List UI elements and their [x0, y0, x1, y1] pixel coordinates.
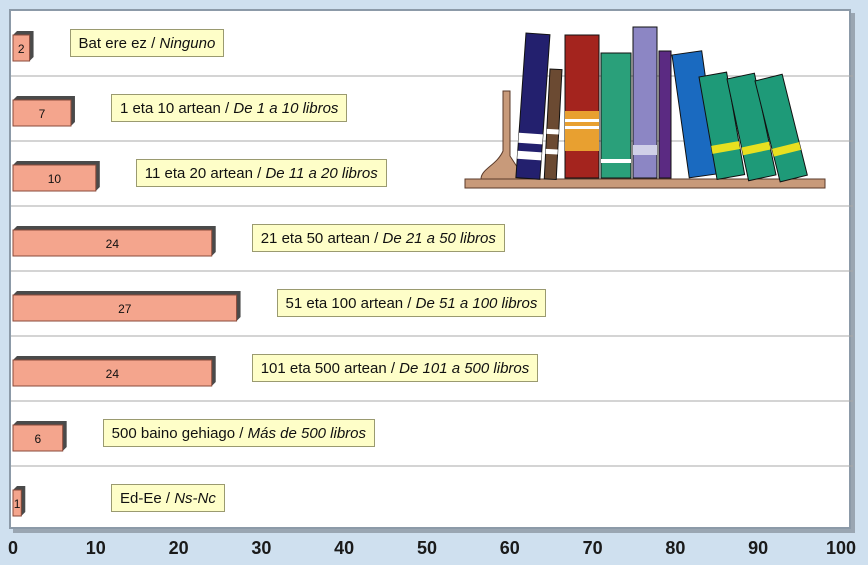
bar-value-label: 24 [105, 237, 120, 251]
category-label-main: 11 eta 20 artean / [144, 165, 266, 182]
bar [12, 99, 72, 127]
category-label: 51 eta 100 artean / De 51 a 100 libros [276, 289, 547, 317]
category-label-main: 21 eta 50 artean / [260, 230, 383, 247]
x-tick-label: 10 [85, 538, 106, 558]
category-label-alt: Ns-Nc [174, 490, 216, 507]
x-tick-label: 70 [582, 538, 603, 558]
category-label: 500 baino gehiago / Más de 500 libros [102, 419, 376, 447]
category-label-main: Ed-Ee / [120, 490, 175, 507]
bar-value-label: 6 [34, 432, 42, 446]
category-label: 1 eta 10 artean / De 1 a 10 libros [110, 94, 348, 122]
category-label-main: 1 eta 10 artean / [119, 100, 234, 117]
category-label-alt: De 51 a 100 libros [415, 295, 538, 312]
bar-shadow [13, 486, 26, 516]
category-label-main: 101 eta 500 artean / [260, 360, 400, 377]
bar-shadow [13, 291, 241, 321]
category-label: 21 eta 50 artean / De 21 a 50 libros [251, 224, 505, 252]
bar-value-label: 1 [13, 497, 21, 511]
bar [12, 34, 31, 62]
category-label-main: 500 baino gehiago / [111, 425, 248, 442]
bar [12, 294, 238, 322]
x-tick-label: 60 [499, 538, 520, 558]
bar-shadow [13, 226, 216, 256]
bar-shadow [13, 161, 100, 191]
category-label: 11 eta 20 artean / De 11 a 20 libros [135, 159, 387, 187]
x-tick-label: 20 [168, 538, 189, 558]
category-label-alt: De 21 a 50 libros [382, 230, 496, 247]
bar [12, 164, 97, 192]
bar-value-label: 2 [17, 42, 25, 56]
bar [12, 359, 213, 387]
chart-svg [11, 26, 853, 517]
category-label-alt: De 11 a 20 libros [265, 165, 378, 182]
x-tick-label: 0 [7, 538, 19, 558]
bar-shadow [13, 356, 216, 386]
x-tick-label: 50 [416, 538, 438, 558]
category-label-alt: Más de 500 libros [247, 425, 367, 442]
chart-plot-area: 2 Bat ere ez / Ninguno 7 1 eta 10 artean / … [9, 9, 853, 529]
bar [12, 489, 22, 517]
category-label: Ed-Ee / Ns-Nc [111, 484, 225, 512]
category-label-alt: De 1 a 10 libros [233, 100, 339, 117]
category-label-alt: De 101 a 500 libros [399, 360, 530, 377]
bar-shadow [13, 421, 67, 451]
bar-value-label: 10 [47, 172, 62, 186]
bar-value-label: 7 [38, 107, 46, 121]
x-tick-label: 80 [665, 538, 686, 558]
bar-value-label: 24 [105, 367, 120, 381]
x-tick-label: 100 [825, 538, 857, 558]
x-tick-label: 40 [334, 538, 355, 558]
category-label-main: 51 eta 100 artean / [285, 295, 416, 312]
bar-shadow [13, 31, 34, 61]
bar-value-label: 27 [118, 302, 132, 316]
bar [12, 424, 64, 452]
category-label-main: Bat ere ez / [78, 35, 160, 52]
category-label: 101 eta 500 artean / De 101 a 500 libros [251, 354, 539, 382]
x-tick-label: 30 [251, 538, 272, 558]
books-on-shelf-illustration [464, 26, 826, 189]
category-label-alt: Ninguno [159, 35, 216, 52]
bar [12, 229, 213, 257]
x-tick-label: 90 [748, 538, 769, 558]
bar-shadow [13, 96, 75, 126]
category-label: Bat ere ez / Ninguno [69, 29, 225, 57]
